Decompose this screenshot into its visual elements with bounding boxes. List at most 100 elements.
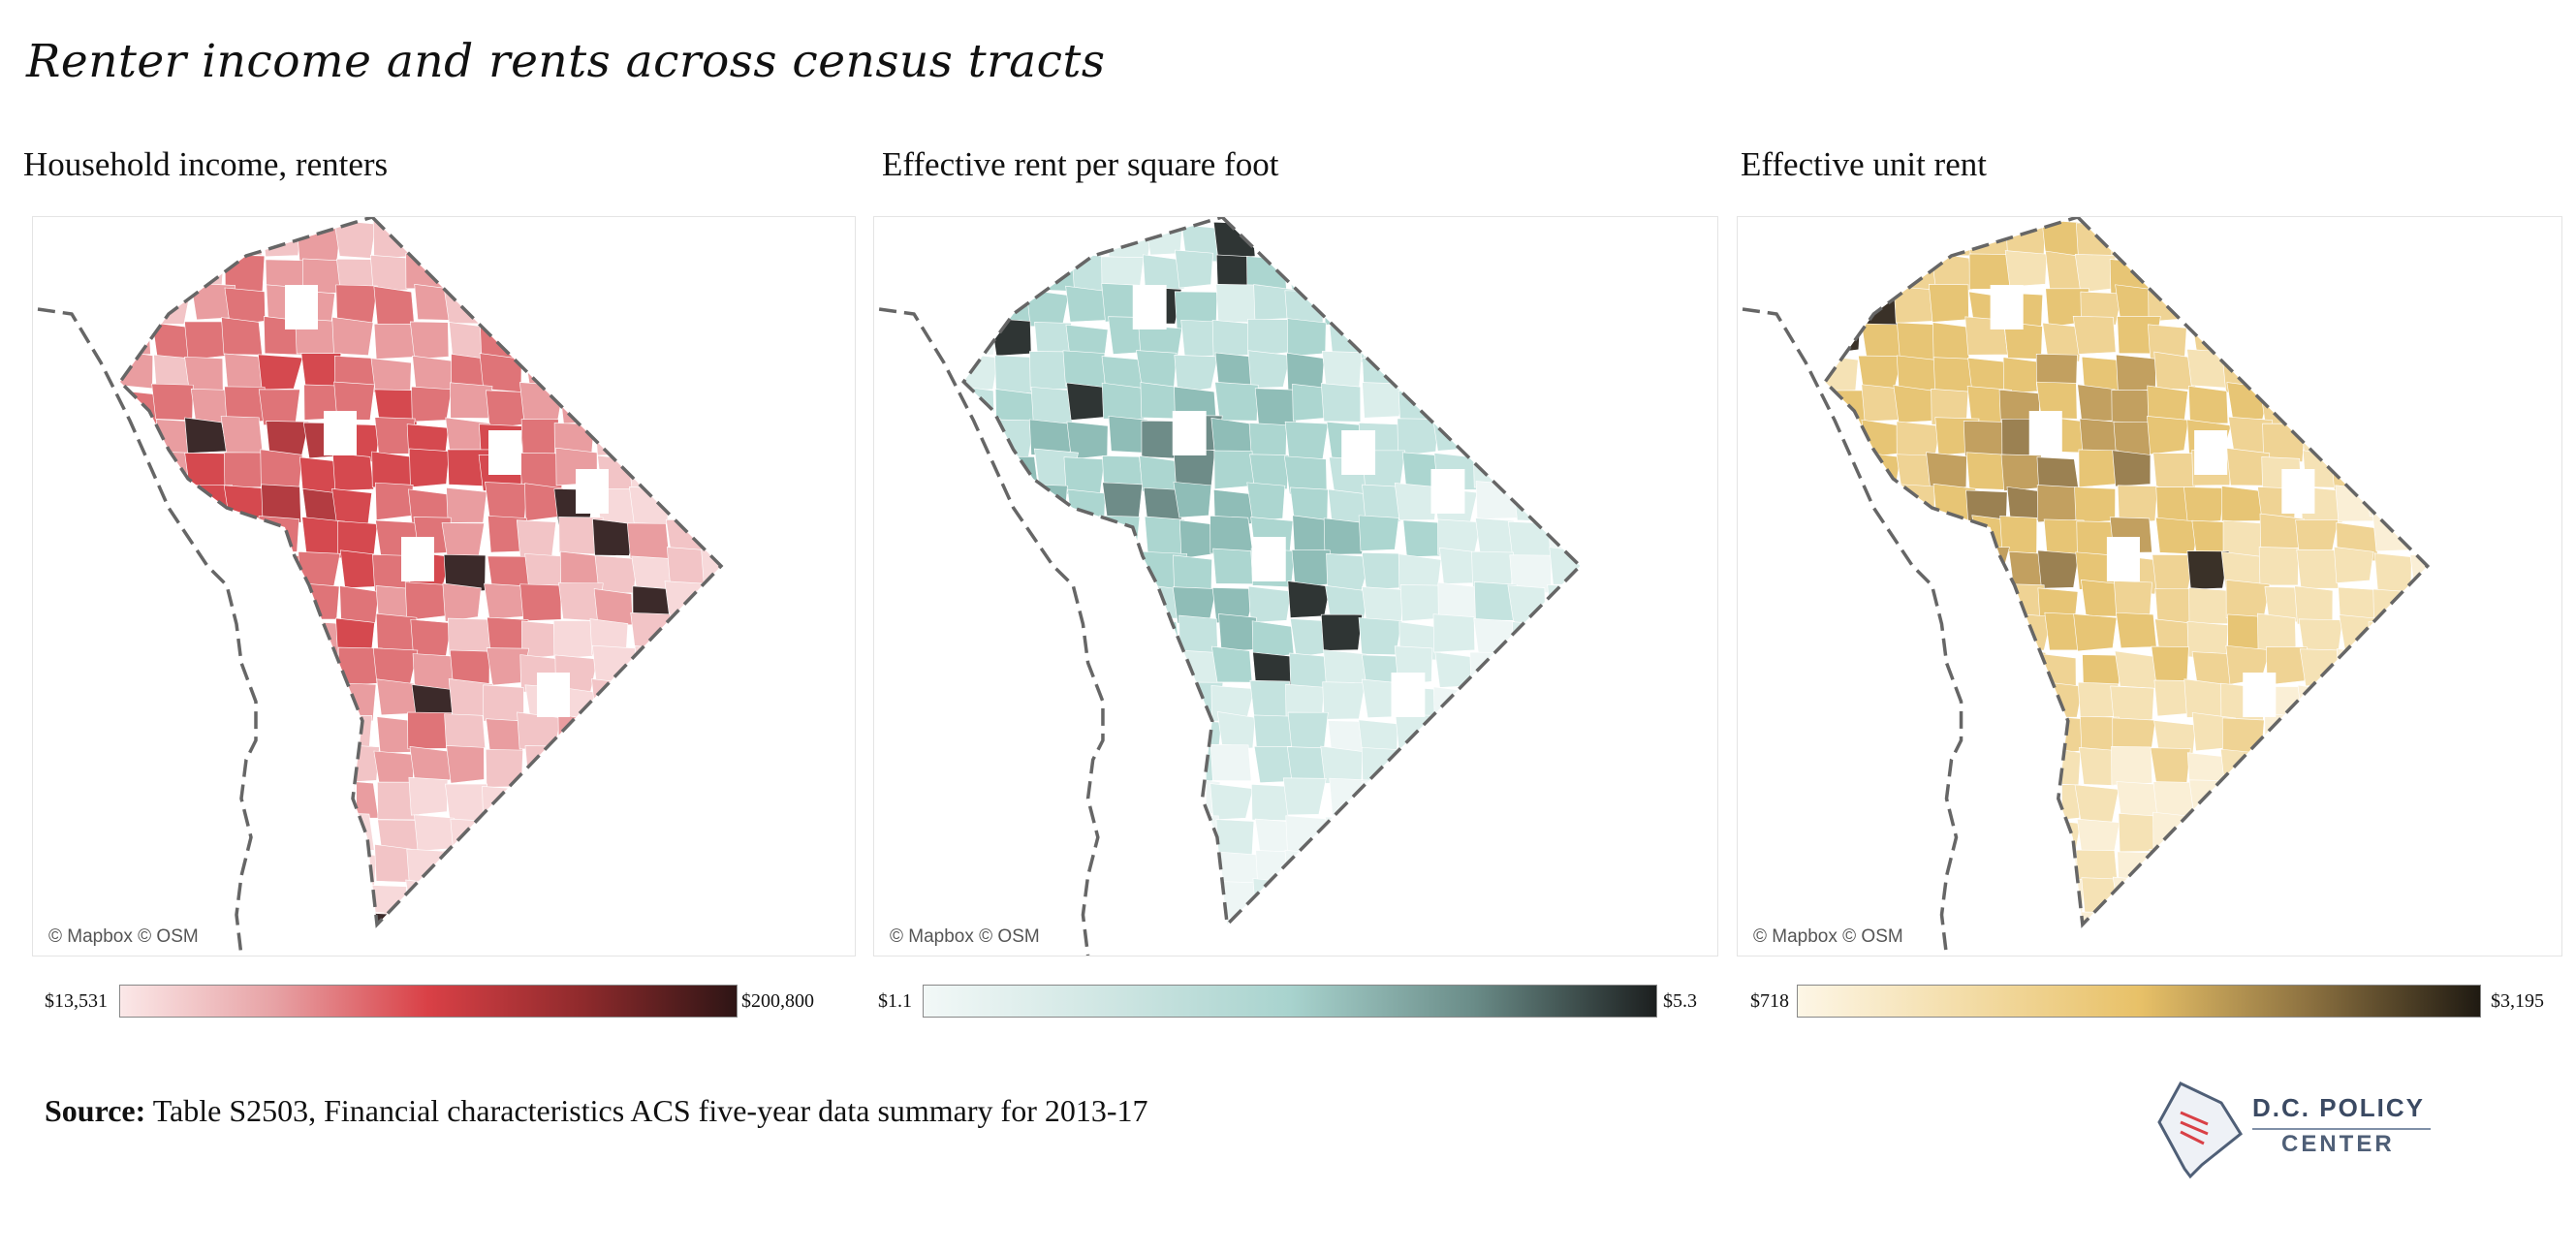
tract xyxy=(120,225,164,263)
tract xyxy=(707,843,721,882)
tract xyxy=(120,617,159,656)
tract xyxy=(1825,582,1865,621)
tract xyxy=(1578,686,1581,724)
tract xyxy=(707,712,721,752)
tract xyxy=(484,943,526,956)
tract xyxy=(2449,781,2487,817)
tract xyxy=(669,648,712,686)
tract xyxy=(636,944,676,956)
tract xyxy=(556,911,597,925)
tract xyxy=(153,847,199,887)
tract xyxy=(1506,784,1548,822)
tract xyxy=(706,516,721,554)
tract xyxy=(517,711,562,750)
tract xyxy=(1506,254,1552,294)
tract xyxy=(1064,553,1106,593)
tract xyxy=(2226,811,2266,850)
tract xyxy=(2256,876,2302,914)
tract xyxy=(2264,357,2309,396)
tract xyxy=(258,389,300,426)
tract xyxy=(707,686,721,726)
tract xyxy=(2338,352,2380,390)
tract xyxy=(1926,452,1967,491)
tract xyxy=(1361,883,1407,922)
tract xyxy=(1099,714,1144,754)
logo-line2: CENTER xyxy=(2281,1131,2395,1157)
tract xyxy=(1857,259,1901,298)
tract xyxy=(1435,851,1478,890)
legend-gradient xyxy=(119,985,738,1018)
tract xyxy=(1400,316,1442,356)
tract xyxy=(2449,721,2491,759)
tract xyxy=(2299,916,2340,925)
tract xyxy=(2297,684,2340,725)
tract xyxy=(963,719,1000,759)
tract xyxy=(298,686,343,725)
tract xyxy=(1100,913,1139,925)
tract xyxy=(1895,816,1938,856)
tract xyxy=(1362,942,1406,956)
tract xyxy=(152,815,195,852)
tract xyxy=(963,647,998,685)
tract xyxy=(1174,355,1218,394)
tract xyxy=(1401,289,1440,329)
tract xyxy=(2260,846,2306,886)
tract xyxy=(446,745,485,784)
tract xyxy=(487,288,526,328)
tract xyxy=(1586,551,1630,590)
tract xyxy=(1586,848,1624,886)
tract xyxy=(989,217,1034,254)
tract xyxy=(1583,291,1623,329)
tract xyxy=(1283,908,1327,925)
map-credit: © Mapbox © OSM xyxy=(48,926,199,947)
tract xyxy=(183,225,225,264)
tract xyxy=(666,547,707,586)
tract xyxy=(1930,616,1970,656)
source-note: Source: Table S2503, Financial character… xyxy=(45,1093,1148,1129)
legend-rent-sqft: $1.1 $5.3 xyxy=(878,985,1697,1018)
tract xyxy=(2004,745,2044,784)
park-gap xyxy=(2281,469,2315,514)
tract xyxy=(2152,913,2193,925)
tract xyxy=(1180,946,1222,956)
tract xyxy=(1431,288,1475,328)
tract xyxy=(1582,423,1624,458)
tract xyxy=(1926,588,1968,626)
tract xyxy=(2298,321,2340,360)
tract xyxy=(1825,847,1864,887)
tract xyxy=(990,814,1036,854)
tract xyxy=(1587,819,1625,857)
tract xyxy=(2334,781,2379,821)
tract xyxy=(592,255,635,296)
tract xyxy=(1507,584,1546,624)
map-unit-rent[interactable]: © Mapbox © OSM xyxy=(1737,216,2562,956)
tract xyxy=(147,779,194,818)
tract xyxy=(631,843,673,882)
tract xyxy=(2152,811,2198,851)
tract xyxy=(963,818,1003,856)
tract xyxy=(1362,552,1401,591)
tract xyxy=(1932,746,1976,784)
tract xyxy=(2373,552,2412,592)
tract xyxy=(1247,945,1289,956)
tract xyxy=(184,714,226,755)
tract xyxy=(1358,515,1399,551)
tract xyxy=(963,316,998,356)
tract xyxy=(632,883,676,923)
tract xyxy=(701,614,721,654)
tract xyxy=(2413,749,2428,787)
tract xyxy=(2333,420,2377,460)
tract xyxy=(1508,384,1552,423)
tract xyxy=(2192,843,2234,883)
tract xyxy=(1580,452,1581,491)
tract xyxy=(1859,952,1901,956)
tract xyxy=(2186,550,2230,590)
legend-min: $1.1 xyxy=(878,990,912,1012)
tract xyxy=(229,711,270,749)
tract xyxy=(664,580,706,620)
tract xyxy=(1361,849,1405,889)
page-title: Renter income and rents across census tr… xyxy=(26,35,1106,88)
tract xyxy=(155,653,196,691)
map-rent-sqft[interactable]: © Mapbox © OSM xyxy=(873,216,1718,956)
map-income[interactable]: © Mapbox © OSM xyxy=(32,216,856,956)
